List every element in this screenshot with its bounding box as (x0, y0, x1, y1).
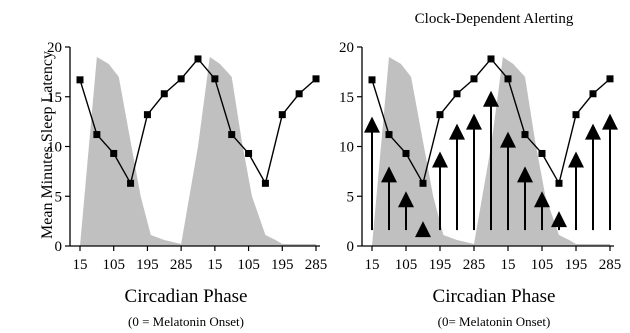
right-data-point (453, 90, 461, 98)
left-xtick-label: 15 (207, 257, 222, 273)
left-ytick-label: 0 (55, 239, 63, 255)
left-xtick-label: 105 (102, 257, 125, 273)
right-arrow-group (364, 90, 618, 238)
left-xtick-label: 285 (170, 257, 193, 273)
right-arrow-head (534, 191, 550, 208)
left-xtick-label: 15 (73, 257, 88, 273)
left-data-point (278, 111, 286, 119)
left-ytick-label: 20 (47, 40, 62, 56)
left-data-point (177, 75, 185, 83)
left-ytick-label: 10 (47, 140, 62, 156)
right-xtick-label: 105 (531, 257, 554, 273)
left-data-point (228, 131, 236, 139)
right-xtick-label: 195 (565, 257, 588, 273)
right-xticks: 15 105 195 285 15 105 195 285 (365, 246, 622, 273)
right-arrow-head (483, 90, 499, 107)
left-xtick-label: 195 (136, 257, 159, 273)
right-ytick-label: 5 (347, 189, 355, 205)
left-data-point (93, 131, 101, 139)
right-xtick-label: 105 (395, 257, 418, 273)
left-data-point (160, 90, 168, 98)
right-data-point (385, 131, 393, 139)
left-data-point (312, 75, 320, 83)
right-data-point (606, 75, 614, 83)
left-data-point (295, 90, 303, 98)
right-data-point (419, 179, 427, 187)
left-data-point (245, 149, 253, 157)
left-data-point (143, 111, 151, 119)
right-data-point (487, 55, 495, 63)
right-yticks: 0 5 10 15 20 (339, 40, 362, 255)
right-marker-group (368, 55, 614, 187)
left-xticks: 15 105 195 285 15 105 195 285 (73, 246, 328, 273)
left-shaded-area-group (80, 56, 316, 247)
left-x-axis-note: (0 = Melatonin Onset) (128, 314, 244, 329)
left-ytick-label: 15 (47, 90, 62, 106)
right-arrow-head (602, 113, 618, 130)
right-data-point (470, 75, 478, 83)
right-arrow-head (585, 123, 601, 140)
right-arrow-head (517, 166, 533, 183)
right-ytick-label: 20 (339, 40, 354, 56)
right-arrow-head (364, 116, 380, 133)
left-data-point (211, 75, 219, 83)
right-chart-title: Clock-Dependent Alerting (415, 11, 574, 27)
right-data-point (436, 111, 444, 119)
left-xtick-label: 285 (305, 257, 328, 273)
left-data-point (194, 55, 202, 63)
right-data-point (504, 75, 512, 83)
right-data-point (538, 149, 546, 157)
right-arrow-head (398, 191, 414, 208)
right-arrow-head (449, 123, 465, 140)
right-data-point (572, 111, 580, 119)
left-xtick-label: 195 (271, 257, 294, 273)
left-data-point (261, 179, 269, 187)
right-data-point (402, 149, 410, 157)
left-panel: 0 5 10 15 20 15 105 195 285 15 105 195 285 Circadia… (47, 40, 327, 329)
right-arrow-head (381, 166, 397, 183)
left-ytick-label: 5 (55, 189, 63, 205)
left-x-axis-label: Circadian Phase (125, 286, 248, 307)
right-data-point (368, 76, 376, 84)
right-arrow-head (466, 113, 482, 130)
right-arrow-head (551, 211, 567, 228)
right-arrow-head (500, 131, 516, 148)
left-data-point (127, 179, 135, 187)
right-xtick-label: 285 (463, 257, 486, 273)
left-marker-group (76, 55, 320, 187)
left-xtick-label: 105 (237, 257, 260, 273)
right-data-point (521, 131, 529, 139)
right-arrow-head (568, 151, 584, 168)
right-xtick-label: 285 (599, 257, 622, 273)
right-ytick-label: 10 (339, 140, 354, 156)
left-yticks: 0 5 10 15 20 (47, 40, 70, 255)
right-xtick-label: 15 (365, 257, 380, 273)
right-x-axis-note: (0= Melatonin Onset) (438, 314, 551, 329)
right-ytick-label: 15 (339, 90, 354, 106)
left-data-point (76, 76, 84, 84)
left-shaded-area (80, 56, 316, 247)
right-data-point (555, 179, 563, 187)
left-data-point (110, 149, 118, 157)
y-axis-label: Mean Minutes Sleep Latency (39, 51, 56, 239)
right-x-axis-label: Circadian Phase (433, 286, 556, 307)
right-ytick-label: 0 (347, 239, 355, 255)
right-arrow-head (432, 151, 448, 168)
right-data-point (589, 90, 597, 98)
right-arrow-head (415, 221, 431, 238)
right-xtick-label: 195 (429, 257, 452, 273)
right-xtick-label: 15 (501, 257, 516, 273)
